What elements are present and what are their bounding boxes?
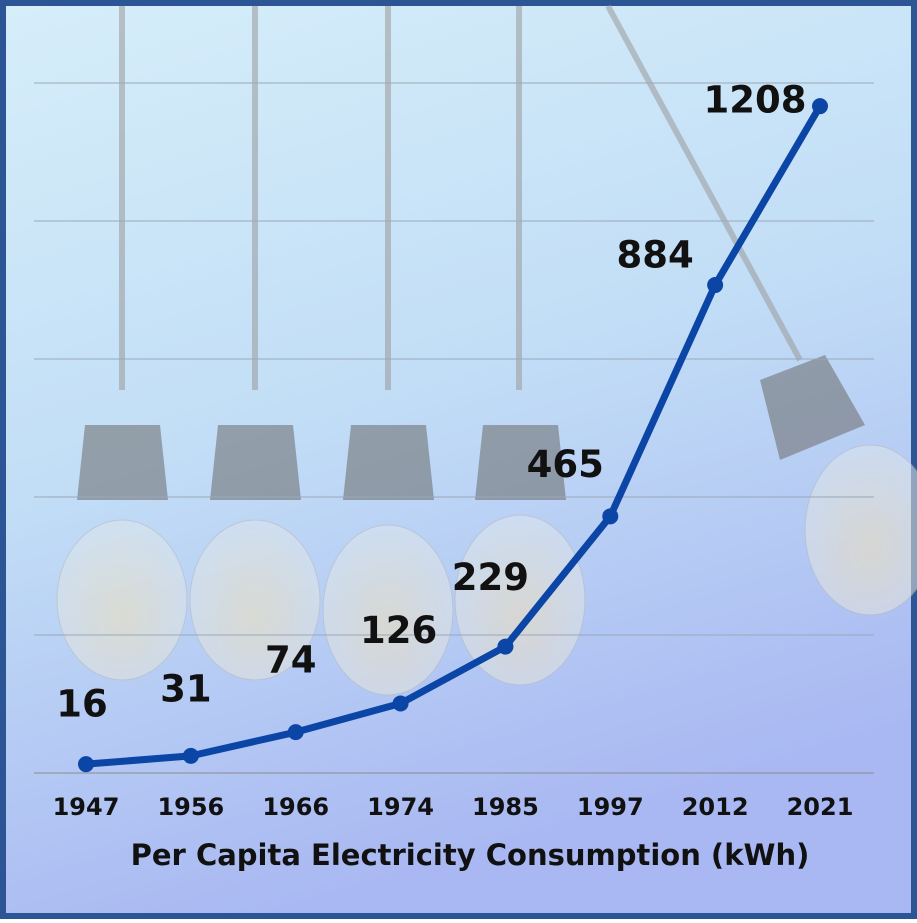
chart-title: Per Capita Electricity Consumption (kWh) bbox=[131, 838, 810, 872]
point bbox=[812, 98, 828, 114]
data-label: 1208 bbox=[704, 79, 807, 122]
point bbox=[183, 748, 199, 764]
point bbox=[288, 724, 304, 740]
x-tick-label: 1985 bbox=[472, 793, 539, 821]
data-label: 126 bbox=[360, 609, 437, 652]
point bbox=[497, 639, 513, 655]
x-tick-label: 1997 bbox=[577, 793, 644, 821]
x-tick-label: 1974 bbox=[367, 793, 434, 821]
x-tick-label: 1947 bbox=[53, 793, 120, 821]
x-tick-label: 1966 bbox=[262, 793, 329, 821]
point bbox=[602, 508, 618, 524]
x-tick-label: 1956 bbox=[157, 793, 224, 821]
data-label: 229 bbox=[452, 556, 529, 599]
x-tick-label: 2012 bbox=[682, 793, 749, 821]
data-label: 884 bbox=[617, 234, 694, 277]
point bbox=[393, 695, 409, 711]
chart: 1947 1956 1966 1974 1985 1997 2012 2021 16 31 74 12… bbox=[0, 0, 917, 919]
x-tick-label: 2021 bbox=[787, 793, 854, 821]
data-label: 74 bbox=[265, 639, 317, 682]
data-label: 31 bbox=[160, 667, 212, 710]
point bbox=[78, 756, 94, 772]
data-label: 465 bbox=[527, 443, 604, 486]
point bbox=[707, 277, 723, 293]
data-label: 16 bbox=[56, 683, 108, 726]
